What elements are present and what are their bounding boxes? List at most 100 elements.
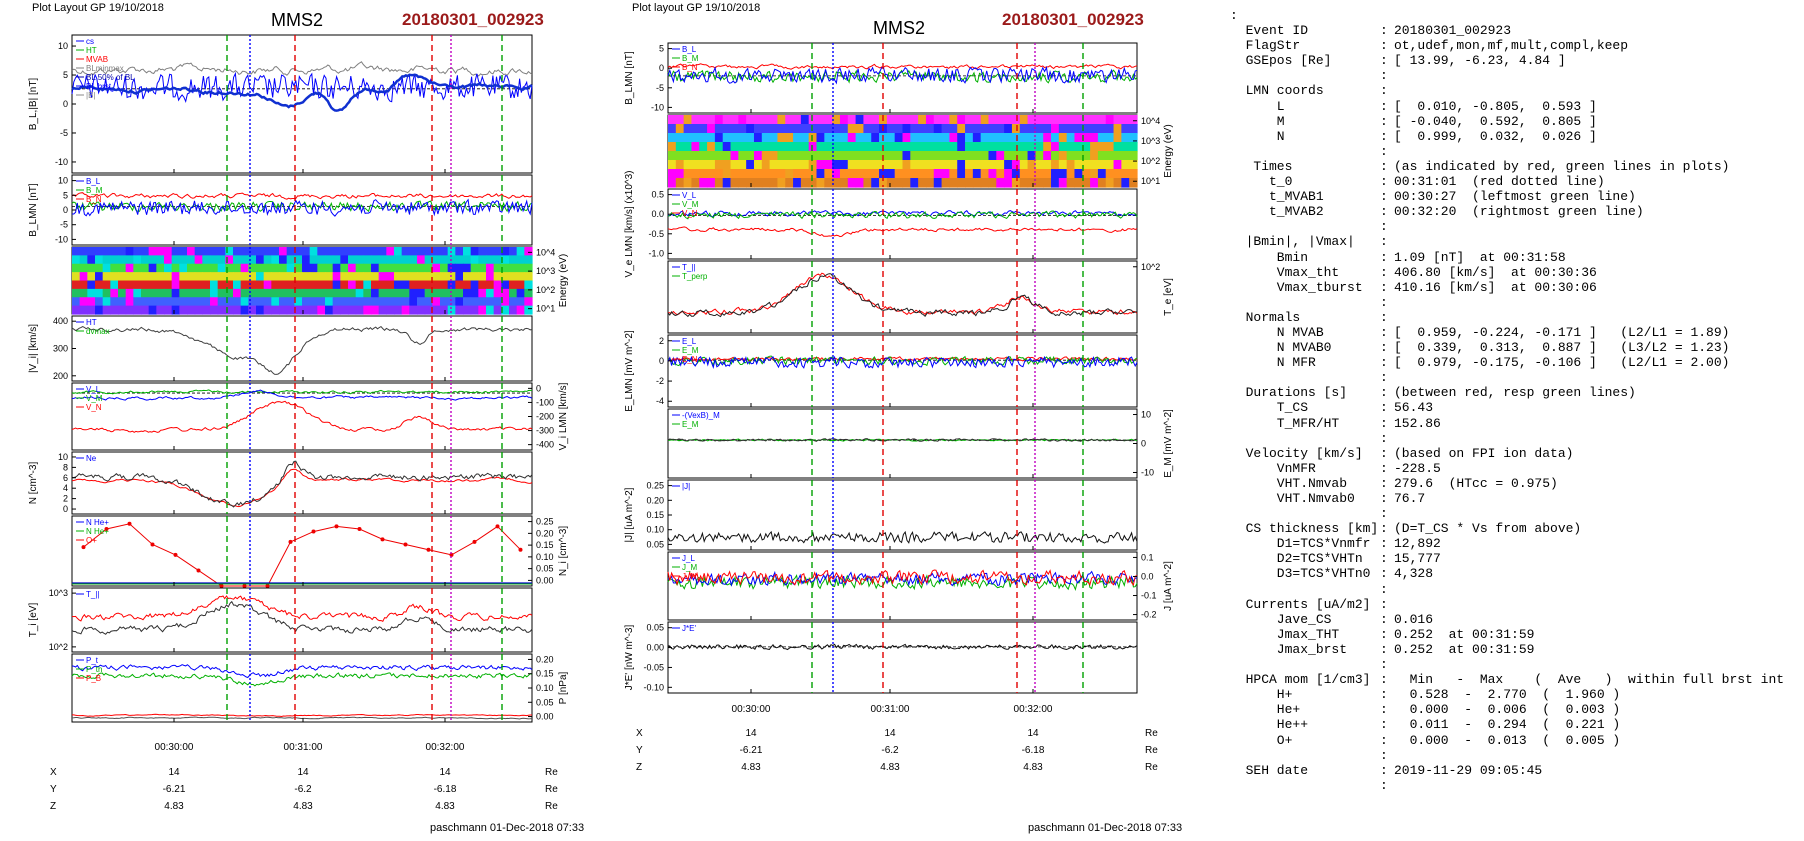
mid-spec-cell [746, 169, 755, 179]
left-spec-cell [179, 288, 188, 298]
info-value: (D=T_CS * Vs from above) [1394, 521, 1582, 537]
mid-spec-cell [1097, 151, 1107, 161]
mid-spec-cell [972, 115, 982, 125]
left-spec-cell [440, 288, 449, 298]
mid-spec-cell [800, 142, 810, 152]
mid-spec-cell [847, 142, 857, 152]
left-spec-cell [394, 305, 403, 315]
info-key: HPCA mom [1/cm3] [1230, 672, 1371, 688]
left-legend-text: B_M [86, 186, 103, 195]
info-colon: : [1380, 581, 1396, 597]
left-coord-value: 14 [297, 767, 309, 778]
left-series-line [71, 600, 533, 635]
mid-spec-cell [1090, 142, 1099, 152]
left-spec-cell [417, 305, 426, 315]
mid-spec-cell [988, 160, 997, 170]
mid-spec-cell [1043, 115, 1052, 125]
mid-spec-cell [1066, 151, 1076, 161]
mid-spec-cell [753, 160, 763, 170]
left-spec-cell [447, 288, 456, 298]
mid-spec-cell [1051, 115, 1060, 125]
mid-spec-cell [925, 142, 935, 152]
middle-footer: paschmann 01-Dec-2018 07:33 [1028, 822, 1183, 834]
mid-spec-cell [761, 115, 771, 125]
info-key: N [1230, 128, 1285, 144]
info-key: T_CS [1230, 400, 1309, 416]
mid-spec-cell [941, 160, 950, 170]
mid-spec-cell [1113, 133, 1122, 143]
left-legend-text: HT [86, 318, 97, 327]
mid-spec-cell [785, 178, 794, 188]
mid-spec-cell [730, 133, 739, 143]
left-spec-cell [217, 272, 226, 282]
left-spec-cell [118, 288, 127, 298]
left-spec-cell [309, 280, 318, 290]
mid-spec-cell [863, 169, 872, 179]
mid-spec-cell [886, 133, 896, 143]
mid-spec-cell [816, 151, 825, 161]
mid-spec-cell [746, 151, 755, 161]
left-spec-cell [493, 288, 502, 298]
mid-spec-cell [738, 142, 747, 152]
mid-spec-cell [1051, 160, 1060, 170]
info-key [1230, 582, 1380, 597]
left-spec-cell [516, 297, 525, 307]
info-key: Jave_CS [1230, 611, 1332, 627]
info-colon: : [1380, 309, 1396, 325]
info-row: Event ID: 20180301_002923 [1230, 23, 1790, 38]
info-row: Jmax_THT: 0.252 at 00:31:59 [1230, 627, 1790, 642]
left-spec-cell [164, 272, 173, 282]
left-spec-cell [125, 305, 134, 315]
mid-spec-cell [894, 160, 904, 170]
mid-spec-cell [988, 151, 997, 161]
left-spec-cell [348, 272, 357, 282]
left-spec-cell [102, 305, 111, 315]
mid-spec-cell [722, 124, 732, 134]
left-spec-cell [125, 263, 134, 273]
mid-spec-cell [668, 124, 677, 134]
mid-spec-cell [1051, 151, 1060, 161]
left-spec-cell [348, 263, 357, 273]
left-spec-cell [202, 247, 211, 256]
left-spec-cell [271, 280, 280, 290]
left-spec-cell [194, 272, 203, 282]
left-ytick-label: 10^4 [536, 247, 555, 257]
mid-spec-cell [722, 169, 732, 179]
mid-ytick-label: 0 [1141, 439, 1146, 449]
left-spec-cell [394, 272, 403, 282]
mid-spec-cell [957, 160, 966, 170]
mid-spec-cell [957, 178, 966, 188]
info-row: VnMFR: -228.5 [1230, 461, 1790, 476]
mid-spec-cell [1051, 169, 1060, 179]
left-spec-cell [394, 280, 403, 290]
info-colon: : [1380, 445, 1396, 461]
info-key: D3=TCS*VHTn0 [1230, 566, 1371, 582]
mid-legend-text: J_M [682, 563, 697, 572]
info-key: He+ [1230, 702, 1301, 718]
mid-spec-cell [894, 124, 904, 134]
mid-spec-cell [668, 151, 677, 161]
left-spec-cell [401, 247, 410, 256]
mid-spec-cell [707, 124, 716, 134]
left-spec-cell [371, 288, 380, 298]
mid-panel-8: 0.05 0.00 -0.05 -0.10 J*E' [nW m^-3] J*E' [624, 621, 1138, 694]
left-spec-cell [125, 272, 134, 282]
left-spec-cell [501, 247, 510, 256]
left-spec-cell [294, 280, 303, 290]
left-spec-cell [133, 297, 142, 307]
left-legend-text: P_B [86, 674, 101, 683]
left-spec-cell [271, 247, 280, 256]
left-spec-cell [141, 263, 150, 273]
mid-panel-frame [667, 408, 1138, 479]
left-spec-cell [440, 280, 449, 290]
mid-spec-cell [925, 178, 935, 188]
mid-panel-2: 0.50.0-0.5-1.0V_e LMN [km/s] (x10^3) V_LV… [624, 171, 1138, 277]
mid-spec-cell [925, 160, 935, 170]
mid-spec-cell [1027, 115, 1036, 125]
mid-spec-cell [761, 133, 771, 143]
mid-spec-cell [730, 160, 739, 170]
info-row: D3=TCS*VHTn0: 4,328 [1230, 566, 1790, 581]
info-colon: : [1380, 204, 1396, 220]
mid-ylabel: T_e [eV] [1163, 278, 1174, 316]
mid-spec-cell [722, 133, 732, 143]
